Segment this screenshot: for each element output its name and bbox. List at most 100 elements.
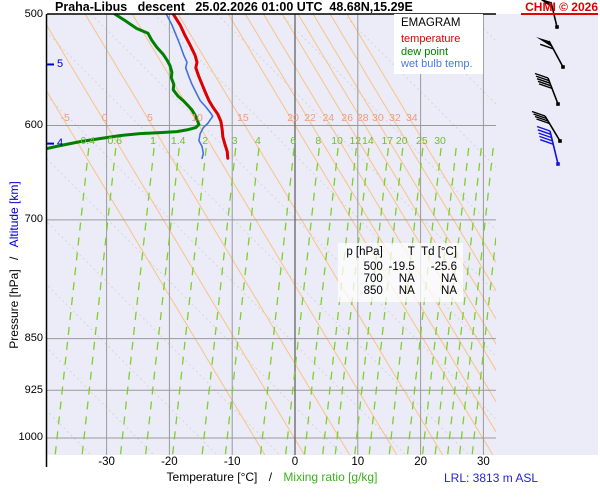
wind-barb-staff [549, 130, 559, 165]
y-axis-caption-separator: / [7, 256, 21, 260]
dry-adiabat-line [177, 14, 444, 455]
mixing-ratio-line [259, 147, 295, 455]
y-axis-caption: Pressure [hPa] / Altitude [km] [7, 149, 21, 381]
readout-cell: NA [398, 285, 415, 297]
wet-adiabat-line [47, 347, 155, 455]
wind-barb-dot [561, 65, 565, 69]
wind-barb-dot [555, 25, 559, 29]
mixing-ratio-line [284, 147, 320, 455]
wind-barb-staff [544, 115, 561, 142]
wind-barb-feather [535, 75, 550, 82]
wet-adiabat-line [47, 32, 470, 455]
mixing-ratio-line [119, 147, 155, 455]
mixing-ratio-line [303, 147, 339, 455]
dry-adiabat-line [312, 14, 496, 320]
wind-barb-feather [534, 115, 549, 122]
temperature-curve [171, 14, 230, 160]
wind-barb-feather [531, 110, 546, 117]
wind-barb [536, 125, 560, 166]
wind-barb-feather [533, 113, 547, 120]
plot-background [47, 14, 598, 455]
legend-item-wetbulb: wet bulb temp. [401, 58, 473, 70]
dry-adiabat-line [131, 14, 398, 455]
readout-header-temperature: T [407, 246, 415, 258]
mixing-ratio-line [144, 147, 180, 455]
dry-adiabat-line [244, 14, 496, 433]
dry-adiabat-line [263, 14, 496, 403]
readout-row: 700 NA NA [342, 273, 459, 285]
dry-adiabat-line [47, 90, 266, 455]
dry-adiabat-line [47, 24, 305, 455]
wet-adiabat-line [342, 14, 496, 168]
lrl-label: LRL: 3813 m ASL [444, 471, 539, 485]
sounding-readout-table: p [hPa] T Td [°C] 500 -19.5 -25.6 700 NA NA 85… [338, 243, 463, 302]
readout-cell: NA [398, 273, 415, 285]
wet-adiabat-line [153, 14, 496, 357]
mixing-ratio-line [447, 147, 482, 455]
mixing-ratio-line [171, 147, 207, 455]
readout-header-dewpoint: Td [°C] [421, 246, 457, 258]
copyright-label: CHMI © 2026 [521, 0, 598, 15]
wind-barb [536, 37, 565, 69]
wind-barb-feather [539, 139, 554, 145]
wind-barb-feather [536, 118, 550, 125]
wet-adiabat-line [405, 14, 496, 105]
wind-barb-feather [534, 72, 549, 79]
readout-cell: NA [441, 273, 457, 285]
wet-adiabat-line [47, 221, 281, 455]
wind-barb [534, 72, 560, 106]
y-axis-caption-altitude: Altitude [km] [7, 181, 21, 248]
mixing-ratio-line [224, 147, 260, 455]
wind-barb-feather [537, 129, 552, 135]
wind-barb-feather [536, 78, 551, 84]
mixing-ratio-line [471, 231, 496, 455]
wind-barb-feather [537, 80, 552, 87]
wind-barb-feather [538, 132, 552, 139]
readout-cell: 850 [363, 285, 383, 297]
wind-barb-feather [538, 83, 553, 90]
y-axis-caption-pressure: Pressure [hPa] [7, 269, 21, 349]
mixing-ratio-line [458, 147, 494, 455]
legend-box: EMAGRAM temperature dew point wet bulb t… [394, 14, 483, 74]
dry-adiabat-line [84, 14, 351, 455]
x-axis-caption: Temperature [°C] / Mixing ratio [g/kg] [47, 470, 497, 484]
x-axis-caption-temperature: Temperature [°C] [166, 470, 258, 484]
wetbulb-curve [165, 14, 214, 160]
wind-barb [531, 110, 562, 143]
wind-barb-dot [556, 102, 560, 106]
wind-barb-feather [539, 135, 553, 142]
legend-item-dewpoint: dew point [401, 45, 449, 58]
readout-row: 500 -19.5 -25.6 [342, 261, 459, 273]
wind-barb-dot [556, 162, 560, 166]
dry-adiabat-line [281, 14, 496, 372]
readout-header-row: p [hPa] T Td [°C] [342, 246, 459, 261]
mixing-ratio-line [54, 147, 90, 455]
wind-barb-dot [558, 139, 562, 143]
legend-title: EMAGRAM [401, 17, 461, 29]
readout-cell: -25.6 [430, 261, 457, 273]
wet-adiabat-line [216, 14, 496, 294]
readout-cell: 500 [363, 261, 383, 273]
wet-adiabat-line [47, 284, 218, 455]
wet-adiabat-line [279, 14, 496, 231]
page-title: Praha-Libus descent 25.02.2026 01:00 UTC… [55, 0, 413, 14]
wind-barb-feather [536, 125, 551, 132]
wet-adiabat-line [47, 158, 344, 455]
dry-adiabat-line [329, 14, 496, 292]
x-axis-caption-separator: / [268, 470, 273, 484]
readout-header-pressure: p [hPa] [346, 246, 383, 258]
readout-cell: -19.5 [388, 261, 415, 273]
readout-cell: 700 [363, 273, 383, 285]
dry-adiabat-line [227, 14, 494, 455]
legend-item-temperature: temperature [401, 33, 461, 45]
readout-cell: NA [441, 285, 457, 297]
dry-adiabat-line [297, 14, 496, 346]
wet-adiabat-line [90, 14, 496, 420]
wind-barb-feather [539, 43, 554, 50]
x-axis-caption-mixing: Mixing ratio [g/kg] [283, 470, 378, 484]
mixing-ratio-line [201, 147, 237, 455]
readout-row: 850 NA NA [342, 285, 459, 297]
dewpoint-curve [47, 14, 201, 150]
